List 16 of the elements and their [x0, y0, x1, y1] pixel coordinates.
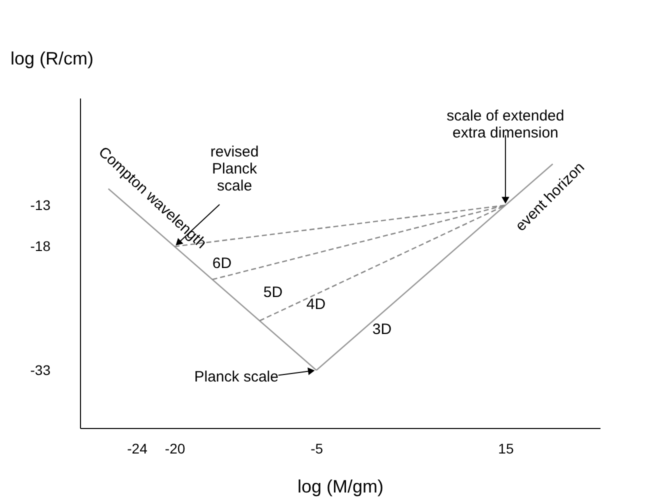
x-axis-title: log (M/gm) [297, 476, 384, 496]
annotation: 4D [306, 296, 326, 313]
x-tick-label: -20 [164, 440, 186, 456]
annotation: 3D [372, 321, 392, 338]
y-axis-title: log (R/cm) [10, 48, 94, 68]
annotation: Planck scale [194, 368, 278, 386]
y-tick-label: -13 [30, 196, 51, 213]
y-tick-label: -33 [30, 362, 51, 378]
x-tick-label: -24 [127, 440, 148, 456]
y-tick-label: -18 [30, 238, 51, 254]
annotation: 6D [212, 255, 232, 272]
annotation: scale of extended extra dimension [446, 107, 564, 142]
x-tick-label: 15 [498, 440, 514, 456]
annotation: 5D [263, 284, 283, 301]
annotation: revised Planck scale [210, 144, 259, 194]
x-tick-label: -5 [310, 440, 324, 456]
